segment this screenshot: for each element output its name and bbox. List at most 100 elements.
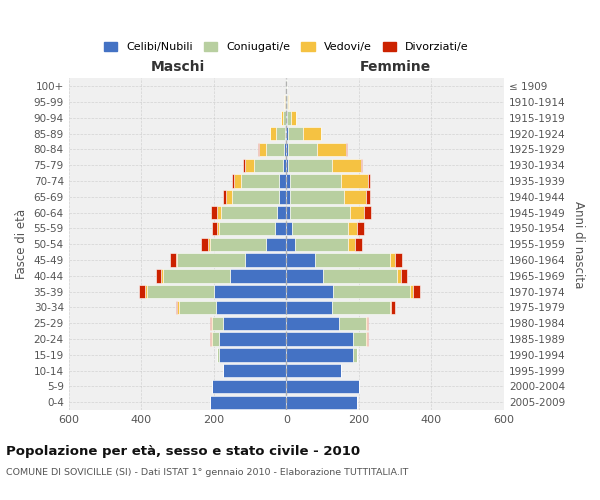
- Bar: [353, 332, 366, 346]
- Bar: [364, 206, 371, 220]
- Bar: [221, 206, 277, 220]
- Bar: [286, 222, 292, 235]
- Bar: [286, 174, 290, 188]
- Bar: [266, 238, 286, 251]
- Bar: [217, 348, 219, 362]
- Bar: [223, 190, 226, 203]
- Bar: [281, 111, 283, 124]
- Bar: [163, 269, 230, 282]
- Bar: [391, 300, 395, 314]
- Bar: [288, 142, 317, 156]
- Bar: [283, 158, 286, 172]
- Bar: [288, 158, 332, 172]
- Bar: [223, 364, 286, 378]
- Bar: [226, 190, 232, 203]
- Bar: [234, 174, 241, 188]
- Bar: [217, 222, 219, 235]
- Bar: [212, 316, 223, 330]
- Bar: [214, 285, 286, 298]
- Bar: [367, 332, 368, 346]
- Bar: [277, 206, 286, 220]
- Bar: [219, 222, 275, 235]
- Bar: [283, 111, 286, 124]
- Bar: [401, 269, 407, 282]
- Bar: [176, 300, 178, 314]
- Bar: [334, 285, 410, 298]
- Bar: [285, 127, 286, 140]
- Bar: [279, 174, 286, 188]
- Bar: [212, 222, 217, 235]
- Bar: [241, 174, 279, 188]
- Bar: [295, 238, 348, 251]
- Bar: [232, 174, 234, 188]
- Text: Popolazione per età, sesso e stato civile - 2010: Popolazione per età, sesso e stato civil…: [6, 445, 360, 458]
- Bar: [179, 300, 215, 314]
- Text: Femmine: Femmine: [359, 60, 431, 74]
- Bar: [366, 190, 370, 203]
- Bar: [217, 206, 221, 220]
- Bar: [286, 238, 295, 251]
- Bar: [357, 222, 364, 235]
- Bar: [317, 142, 346, 156]
- Bar: [355, 238, 362, 251]
- Bar: [286, 269, 323, 282]
- Bar: [276, 127, 285, 140]
- Bar: [230, 269, 286, 282]
- Bar: [284, 96, 285, 109]
- Bar: [243, 158, 245, 172]
- Bar: [410, 285, 413, 298]
- Bar: [286, 111, 287, 124]
- Bar: [288, 127, 302, 140]
- Bar: [286, 142, 288, 156]
- Bar: [302, 127, 321, 140]
- Bar: [332, 300, 389, 314]
- Bar: [266, 142, 284, 156]
- Bar: [286, 127, 288, 140]
- Bar: [346, 142, 347, 156]
- Bar: [232, 190, 279, 203]
- Bar: [332, 158, 361, 172]
- Bar: [215, 300, 286, 314]
- Bar: [259, 142, 266, 156]
- Bar: [287, 96, 288, 109]
- Bar: [275, 222, 286, 235]
- Bar: [389, 254, 395, 267]
- Bar: [286, 206, 290, 220]
- Bar: [366, 332, 367, 346]
- Bar: [208, 238, 210, 251]
- Bar: [170, 254, 176, 267]
- Bar: [271, 127, 276, 140]
- Bar: [210, 396, 286, 409]
- Bar: [286, 316, 339, 330]
- Bar: [395, 254, 403, 267]
- Bar: [286, 300, 332, 314]
- Bar: [286, 396, 357, 409]
- Bar: [290, 174, 341, 188]
- Text: Maschi: Maschi: [151, 60, 205, 74]
- Bar: [279, 190, 286, 203]
- Bar: [353, 348, 357, 362]
- Bar: [178, 254, 245, 267]
- Bar: [245, 254, 286, 267]
- Bar: [341, 174, 368, 188]
- Bar: [178, 300, 179, 314]
- Bar: [219, 348, 286, 362]
- Bar: [286, 380, 359, 393]
- Bar: [287, 111, 290, 124]
- Bar: [156, 269, 161, 282]
- Bar: [245, 158, 254, 172]
- Bar: [361, 158, 362, 172]
- Bar: [212, 332, 219, 346]
- Bar: [146, 285, 214, 298]
- Text: COMUNE DI SOVICILLE (SI) - Dati ISTAT 1° gennaio 2010 - Elaborazione TUTTITALIA.: COMUNE DI SOVICILLE (SI) - Dati ISTAT 1°…: [6, 468, 409, 477]
- Bar: [339, 316, 366, 330]
- Bar: [292, 222, 348, 235]
- Bar: [350, 206, 364, 220]
- Bar: [316, 254, 389, 267]
- Bar: [139, 285, 145, 298]
- Bar: [290, 206, 350, 220]
- Bar: [145, 285, 146, 298]
- Bar: [212, 380, 286, 393]
- Bar: [258, 142, 259, 156]
- Bar: [367, 316, 368, 330]
